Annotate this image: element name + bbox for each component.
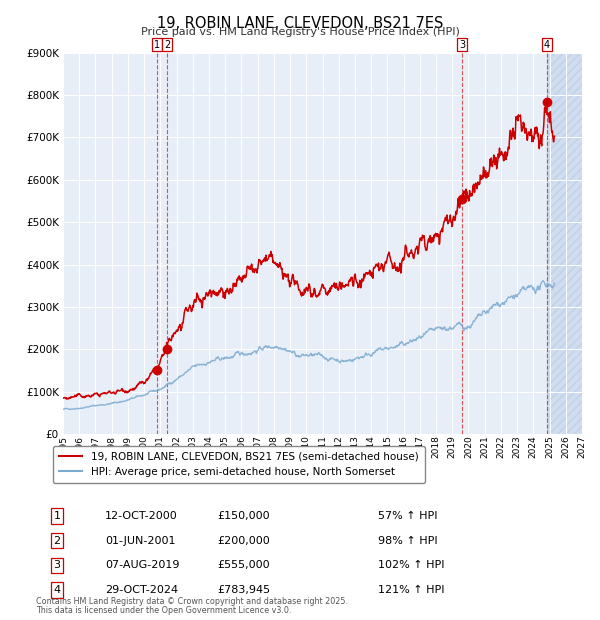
Text: Contains HM Land Registry data © Crown copyright and database right 2025.: Contains HM Land Registry data © Crown c… [36, 597, 348, 606]
Text: 3: 3 [459, 40, 465, 50]
Text: 2: 2 [164, 40, 170, 50]
Text: 57% ↑ HPI: 57% ↑ HPI [378, 511, 437, 521]
Text: £200,000: £200,000 [217, 536, 270, 546]
Text: 102% ↑ HPI: 102% ↑ HPI [378, 560, 445, 570]
Text: 19, ROBIN LANE, CLEVEDON, BS21 7ES: 19, ROBIN LANE, CLEVEDON, BS21 7ES [157, 16, 443, 30]
Text: 07-AUG-2019: 07-AUG-2019 [105, 560, 179, 570]
Text: Price paid vs. HM Land Registry's House Price Index (HPI): Price paid vs. HM Land Registry's House … [140, 27, 460, 37]
Text: 12-OCT-2000: 12-OCT-2000 [105, 511, 178, 521]
Text: 1: 1 [53, 511, 61, 521]
Bar [547, 53, 582, 434]
Bar [547, 53, 582, 434]
Text: 3: 3 [53, 560, 61, 570]
Text: 01-JUN-2001: 01-JUN-2001 [105, 536, 176, 546]
Text: £555,000: £555,000 [217, 560, 270, 570]
Legend: 19, ROBIN LANE, CLEVEDON, BS21 7ES (semi-detached house), HPI: Average price, se: 19, ROBIN LANE, CLEVEDON, BS21 7ES (semi… [53, 446, 425, 483]
Text: 121% ↑ HPI: 121% ↑ HPI [378, 585, 445, 595]
Text: 4: 4 [544, 40, 550, 50]
Text: 1: 1 [154, 40, 160, 50]
Text: £783,945: £783,945 [217, 585, 270, 595]
Text: £150,000: £150,000 [217, 511, 270, 521]
Text: 2: 2 [53, 536, 61, 546]
Text: 29-OCT-2024: 29-OCT-2024 [105, 585, 178, 595]
Text: 98% ↑ HPI: 98% ↑ HPI [378, 536, 437, 546]
Text: 4: 4 [53, 585, 61, 595]
Text: This data is licensed under the Open Government Licence v3.0.: This data is licensed under the Open Gov… [36, 606, 292, 615]
